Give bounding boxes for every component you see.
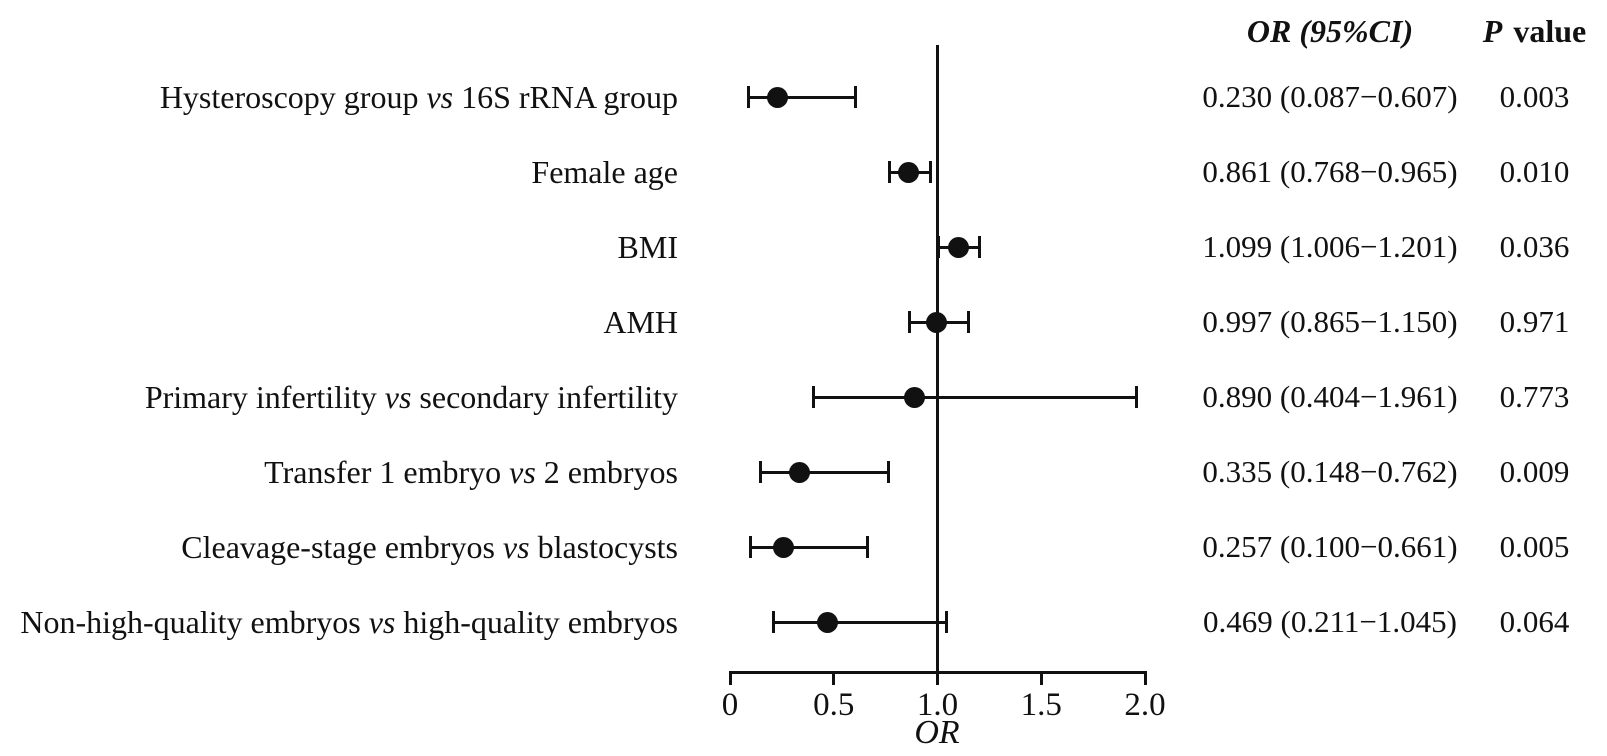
x-axis-tick [832,672,836,685]
p-value: 0.773 [1499,379,1570,414]
ci-whisker-line [760,470,889,474]
row-label-pre: Hysteroscopy group [159,79,427,115]
ci-cap-low [887,161,891,183]
row-label: BMI [0,226,678,268]
row-label-vs: vs [368,604,396,640]
ci-cap-high [945,611,949,633]
or-ci-value: 0.861 (0.768−0.965) [1202,154,1458,189]
row-label: AMH [0,301,678,343]
p-value: 0.010 [1499,154,1570,189]
row-label: Non-high-quality embryos vs high-quality… [0,601,678,643]
row-label-post: secondary infertility [411,379,678,415]
or-ci-column-header: OR (95%CI) [1246,13,1414,49]
row-label-post: 16S rRNA group [453,79,678,115]
or-point-marker [789,461,810,483]
or-ci-value: 0.469 (0.211−1.045) [1203,604,1457,639]
x-axis-tick [728,672,732,685]
ci-cap-low [759,461,763,483]
or-point-marker [947,236,969,258]
row-label-pre: Female age [531,154,678,190]
ci-cap-low [746,86,750,108]
row-label-pre: BMI [617,229,678,265]
ci-cap-high [854,86,858,108]
or-point-marker [926,311,948,333]
p-value: 0.005 [1499,529,1570,564]
ci-cap-high [977,236,981,258]
row-label: Female age [0,151,678,193]
or-ci-value: 1.099 (1.006−1.201) [1202,229,1458,264]
p-value-header-word: value [1513,13,1587,49]
ci-whisker-line [813,395,1137,399]
row-label-pre: Cleavage-stage embryos [181,529,503,565]
row-label-pre: Primary infertility [144,379,385,415]
x-axis-tick-label: 0.5 [813,687,855,723]
ci-cap-low [812,386,816,408]
row-label: Transfer 1 embryo vs 2 embryos [0,451,678,493]
row-label: Cleavage-stage embryos vs blastocysts [0,526,678,568]
x-axis-tick [1143,672,1147,685]
row-label: Hysteroscopy group vs 16S rRNA group [0,76,678,118]
or-point-marker [904,386,926,408]
ci-cap-low [937,236,941,258]
x-axis-tick-label: 0 [721,687,739,723]
p-value: 0.064 [1499,604,1570,639]
x-axis-tick-label: 1.0 [916,687,959,723]
p-value-header-symbol: P [1482,13,1503,49]
row-label-vs: vs [426,79,454,115]
row-label-vs: vs [502,529,530,565]
ci-cap-high [928,161,932,183]
or-ci-value: 0.257 (0.100−0.661) [1202,529,1458,564]
x-axis-tick-label: 2.0 [1124,687,1166,723]
x-axis-tick [936,672,939,685]
ci-whisker-line [750,545,868,549]
row-label-post: high-quality embryos [395,604,678,640]
reference-line-or-1 [936,45,939,672]
x-axis-tick-label: 1.5 [1020,687,1062,723]
row-label-post: blastocysts [529,529,678,565]
or-ci-value: 0.335 (0.148−0.762) [1202,454,1458,489]
ci-cap-high [886,461,890,483]
or-point-marker [772,536,794,558]
row-label-pre: Transfer 1 embryo [264,454,510,490]
or-ci-value: 0.997 (0.865−1.150) [1202,304,1458,339]
ci-whisker-line [773,620,947,624]
p-value: 0.009 [1499,454,1570,489]
row-label-post: 2 embryos [535,454,678,490]
ci-cap-high [865,536,869,558]
ci-cap-high [967,311,971,333]
row-label-vs: vs [384,379,412,415]
ci-cap-low [772,611,776,633]
row-label-pre: Non-high-quality embryos [20,604,369,640]
ci-cap-low [749,536,753,558]
p-value: 0.003 [1499,79,1570,114]
or-point-marker [816,611,838,633]
x-axis-tick [1039,672,1043,685]
p-value: 0.036 [1499,229,1570,264]
ci-cap-low [907,311,911,333]
ci-whisker-line [748,95,856,99]
row-label-vs: vs [509,454,536,490]
row-label-pre: AMH [603,304,678,340]
or-point-marker [898,161,920,183]
or-ci-value: 0.230 (0.087−0.607) [1202,79,1458,114]
or-ci-value: 0.890 (0.404−1.961) [1202,379,1458,414]
or-point-marker [767,86,789,108]
ci-cap-high [1135,386,1139,408]
x-axis-title: OR [914,714,960,751]
p-value: 0.971 [1499,304,1570,339]
row-label: Primary infertility vs secondary inferti… [0,376,678,418]
